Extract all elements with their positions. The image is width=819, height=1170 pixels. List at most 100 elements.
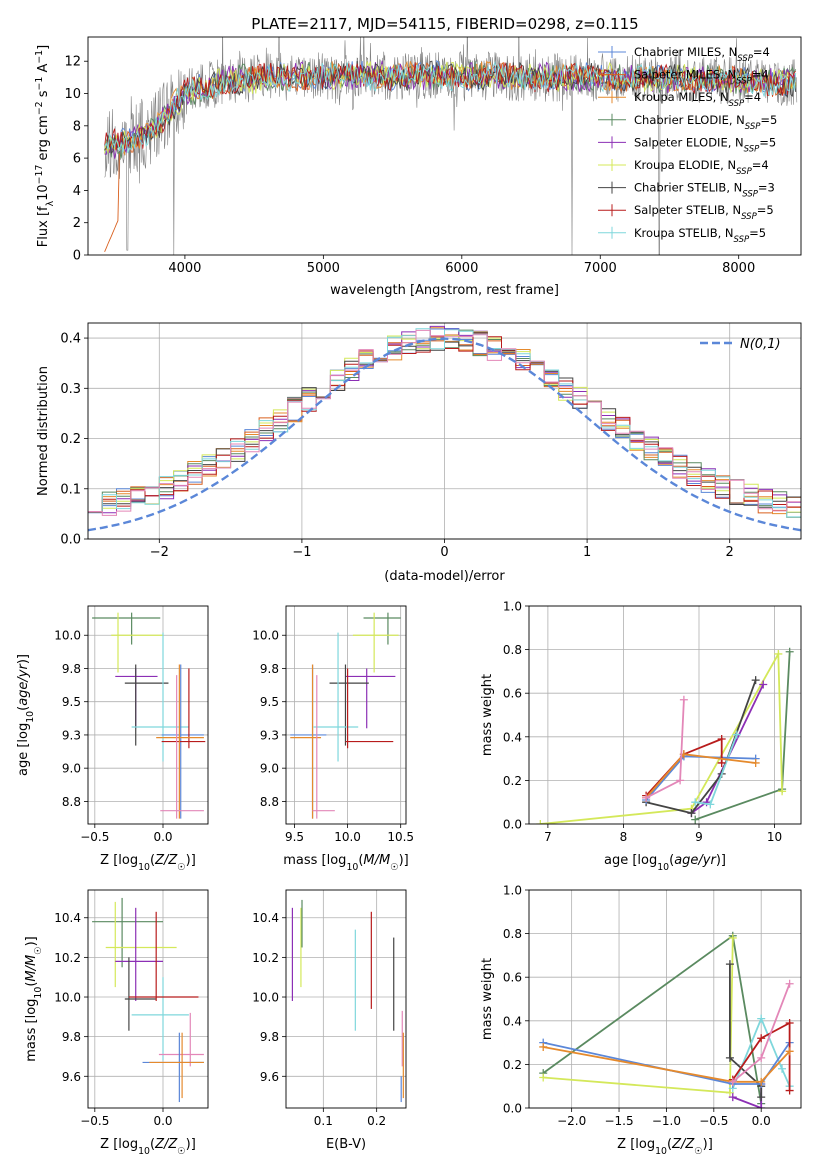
x-tick-label: −1 [292,545,311,560]
series-marker [759,680,768,689]
y-tick-label: 10 [64,87,81,102]
point-kroupa-elodie [105,901,177,988]
y-tick-label: 0.8 [503,643,522,657]
point-kroupa-miles [149,1032,204,1099]
y-tick-label: 12 [64,55,81,70]
label-part: age [log [16,723,31,776]
y-tick-label: 9.8 [260,662,279,676]
spectrum-model-chabrier-stelib [104,60,797,154]
series-line [732,1021,791,1091]
legend-sub: SSP [744,144,760,154]
point-salpeter-elodie [345,668,396,729]
label-part: λ [45,200,56,206]
axes-age_vs_mass: 9.5 10.0 10.5 8.8 9.0 9.3 9.5 9.8 10.0 mass [log1… [252,605,414,873]
point-salpeter-elodie [115,907,163,1001]
label-part: )] [16,654,31,664]
series-chabrier-miles [642,752,760,805]
y-tick-label: 0.1 [60,482,81,497]
y-tick-label: 9.8 [62,662,81,676]
y-tick-label: 8.8 [62,795,81,809]
label-part: 10 [346,862,358,873]
ebv-xlabel: E(B-V) [326,1137,366,1152]
weight-z-ylabel: mass weight [480,958,495,1040]
series-marker [725,1053,734,1062]
y-tick-label: 9.5 [62,695,81,709]
axes-spectrum: 4000 5000 6000 7000 8000 0 2 4 6 8 10 12 Chabrier MI… [34,36,802,298]
point-kroupa-stelib [131,977,189,1061]
legend-label: Kroupa ELODIE, NSSP=4 [634,158,769,177]
series-marker [676,776,685,785]
axes-age_vs_Z: −0.5 0.08.89.09.39.59.810.0Z [log10(Z/Z☉)… [16,605,209,873]
label-part: −2 [34,101,45,115]
series-marker [728,1093,737,1102]
label-part: Z/Z [671,1137,695,1152]
x-tick-label: 2 [726,545,734,560]
age-z-xlabel: Z [log10(Z/Z☉)] [100,853,196,873]
label-part: 10 [138,1146,150,1157]
y-tick-label: 1.0 [503,600,522,614]
y-tick-label: 0.2 [503,774,522,788]
legend-name: Chabrier STELIB, N [634,181,742,195]
y-tick-label: 0.6 [503,687,522,701]
series-line [645,699,685,799]
series-line [690,684,765,814]
x-tick-label: 7 [544,830,552,844]
y-tick-label: 0.8 [503,927,522,941]
label-part: 10 [36,184,51,201]
point-chabrier-elodie [92,612,161,645]
label-part: −1 [34,77,45,91]
age-z-ylabel: age [log10(age/yr)] [16,654,36,776]
x-tick-label: 9 [695,830,703,844]
x-tick-label: 8000 [722,261,755,276]
legend-label: Salpeter MILES, NSSP=4 [634,68,769,87]
point-pink [312,675,335,819]
point-salpeter-stelib [345,668,394,749]
y-tick-label: 10.0 [252,991,279,1005]
point-kroupa-elodie [352,612,399,673]
y-tick-label: 10.2 [252,951,279,965]
series-marker [778,787,787,796]
plot-area-mass_vs_Z [92,897,204,1103]
legend-name: Chabrier ELODIE, N [634,113,745,127]
label-part: )] [186,853,196,868]
x-tick-label: −0.5 [80,830,109,844]
x-tick-label: 0.1 [314,1114,333,1128]
legend-name: Kroupa STELIB, N [634,226,734,240]
legend-n: =5 [749,226,766,240]
y-tick-label: 0.0 [503,818,522,832]
label-part: age/yr [674,853,717,868]
series-marker [725,960,734,969]
legend-sub: SSP [734,235,750,245]
legend-n: =3 [758,181,775,195]
y-tick-label: 9.3 [260,728,279,742]
y-tick-label: 0.3 [60,382,81,397]
point-pink [158,1012,204,1067]
point-chabrier-miles [142,1032,204,1103]
point-kroupa-miles [156,664,204,819]
label-part: M/M [24,955,39,982]
y-tick-label: 8 [73,119,81,134]
label-part: −1 [34,50,45,64]
legend-name: Salpeter MILES, N [634,68,736,82]
x-tick-label: −0.5 [80,1114,109,1128]
y-tick-label: 0.4 [503,730,522,744]
label-part: ☉ [694,1146,702,1157]
y-tick-label: 0.6 [503,971,522,985]
point-kroupa-miles [290,664,322,819]
spectrum-model-kroupa-stelib [104,60,797,154]
label-part: 10 [655,1146,667,1157]
y-tick-label: 9.0 [260,762,279,776]
series-marker [691,798,700,807]
x-tick-label: 4000 [168,261,201,276]
series-marker [706,800,715,809]
label-part: erg cm [36,115,51,164]
residuals-xlabel: (data-model)/error [384,569,505,584]
y-tick-label: 2 [73,216,81,231]
series-marker [757,1104,766,1108]
series-kroupa-elodie [539,933,737,1097]
label-part: Flux [f [36,206,51,247]
y-tick-label: 0.0 [503,1102,522,1116]
label-part: ( [24,982,39,987]
legend-label: Chabrier MILES, NSSP=4 [634,45,770,64]
